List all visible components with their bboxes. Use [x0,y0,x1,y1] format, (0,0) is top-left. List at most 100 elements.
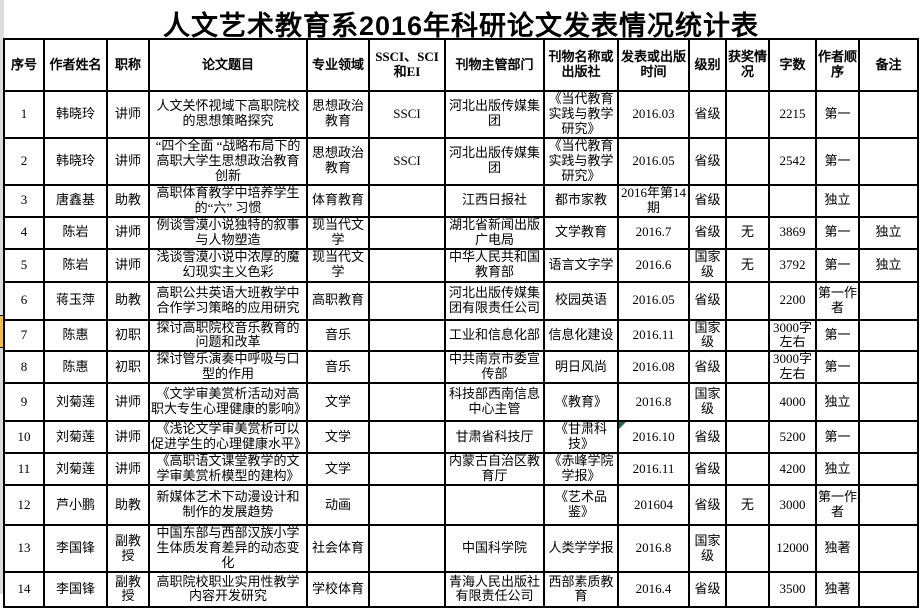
table-cell[interactable]: 高职公共英语大班教学中合作学习策略的应用研究 [148,280,308,321]
table-cell[interactable]: 省级 [688,215,727,250]
table-cell[interactable]: 语言文字学 [543,247,619,283]
table-cell[interactable]: 讲师 [106,247,150,283]
table-cell[interactable] [725,183,770,218]
table-cell[interactable] [858,452,919,487]
table-cell[interactable]: 3000 [768,484,817,527]
column-header[interactable]: 刊物主管部门 [444,38,545,92]
table-cell[interactable]: 第一作者 [815,280,860,321]
table-cell[interactable] [725,136,770,186]
table-cell[interactable]: 2016.08 [617,350,690,385]
table-cell[interactable]: 6 [3,280,45,321]
table-cell[interactable]: 独立 [815,382,860,423]
table-cell[interactable]: 国家级 [688,318,727,353]
table-cell[interactable]: 独立 [815,183,860,218]
table-cell[interactable] [368,382,446,423]
table-cell[interactable]: 中华人民共和国教育部 [444,247,545,283]
table-cell[interactable] [725,382,770,423]
table-cell[interactable] [858,484,919,527]
table-cell[interactable]: 初职 [106,350,150,385]
table-cell[interactable]: 独著 [815,524,860,573]
table-cell[interactable] [725,280,770,321]
table-cell[interactable]: 独立 [815,452,860,487]
table-cell[interactable] [858,524,919,573]
table-cell[interactable]: 第一作者 [815,484,860,527]
table-cell[interactable] [768,183,817,218]
table-cell[interactable] [858,136,919,186]
table-cell[interactable]: 省级 [688,183,727,218]
table-cell[interactable]: 《当代教育实践与教学研究》 [543,90,619,139]
table-cell[interactable]: 3792 [768,247,817,283]
table-cell[interactable]: 音乐 [306,318,370,353]
table-cell[interactable]: 4200 [768,452,817,487]
table-cell[interactable]: 2016年第14期 [617,183,690,218]
table-cell[interactable]: 讲师 [106,215,150,250]
table-cell[interactable]: 国家级 [688,382,727,423]
table-cell[interactable]: 刘菊莲 [43,452,108,487]
table-cell[interactable] [368,215,446,250]
table-cell[interactable]: 2016.4 [617,570,690,608]
table-cell[interactable] [368,318,446,353]
table-cell[interactable]: 2016.7 [617,215,690,250]
table-cell[interactable] [368,484,446,527]
table-cell[interactable]: 2016.03 [617,90,690,139]
table-cell[interactable]: 《浅论文学审美赏析可以促进学生的心理健康水平》 [148,420,308,455]
table-cell[interactable]: SSCI [368,90,446,139]
column-header[interactable]: 作者顺序 [815,38,860,92]
table-cell[interactable]: 思想政治教育 [306,136,370,186]
table-cell[interactable]: 第一 [815,350,860,385]
table-cell[interactable]: 文学教育 [543,215,619,250]
table-cell[interactable]: SSCI [368,136,446,186]
table-cell[interactable]: 韩晓玲 [43,136,108,186]
table-cell[interactable]: 河北出版传媒集团 [444,90,545,139]
table-cell[interactable]: 12 [3,484,45,527]
table-cell[interactable] [725,524,770,573]
table-cell[interactable]: 2215 [768,90,817,139]
table-cell[interactable] [858,570,919,608]
table-cell[interactable]: 2016.8 [617,524,690,573]
column-header[interactable]: 论文题目 [148,38,308,92]
column-header[interactable]: 获奖情况 [725,38,770,92]
table-cell[interactable]: 9 [3,382,45,423]
table-cell[interactable] [858,90,919,139]
table-cell[interactable]: 刘菊莲 [43,382,108,423]
table-cell[interactable]: 都市家教 [543,183,619,218]
table-cell[interactable]: 省级 [688,90,727,139]
table-cell[interactable]: 11 [3,452,45,487]
table-cell[interactable]: 《艺术品鉴》 [543,484,619,527]
table-cell[interactable]: 科技部西南信息中心主管 [444,382,545,423]
table-cell[interactable]: 2016.11 [617,318,690,353]
table-cell[interactable]: 例谈雪漠小说独特的叙事与人物塑造 [148,215,308,250]
table-cell[interactable]: 明日风尚 [543,350,619,385]
table-cell[interactable]: 陈岩 [43,215,108,250]
table-cell[interactable]: 陈惠 [43,350,108,385]
column-header[interactable]: 级别 [688,38,727,92]
table-cell[interactable]: 5 [3,247,45,283]
table-cell[interactable]: “四个全面 “战略布局下的高职大学生思想政治教育创新 [148,136,308,186]
table-cell[interactable]: 高职体育教学中培养学生的“六” 习惯 [148,183,308,218]
table-cell[interactable]: 《教育》 [543,382,619,423]
column-header[interactable]: 序号 [3,38,45,92]
table-cell[interactable]: 李国锋 [43,524,108,573]
table-cell[interactable]: 《高职语文课堂教学的文学审美赏析模型的建构》 [148,452,308,487]
column-header[interactable]: 刊物名称或出版社 [543,38,619,92]
table-cell[interactable]: 3869 [768,215,817,250]
table-cell[interactable]: 无 [725,215,770,250]
table-cell[interactable] [858,382,919,423]
table-cell[interactable]: 副教授 [106,570,150,608]
table-cell[interactable]: 3500 [768,570,817,608]
table-cell[interactable]: 2200 [768,280,817,321]
table-cell[interactable] [725,420,770,455]
table-cell[interactable] [858,280,919,321]
table-cell[interactable]: 3 [3,183,45,218]
table-cell[interactable]: 10 [3,420,45,455]
table-cell[interactable]: 中国东部与西部汉族小学生体质发育差异的动态变化 [148,524,308,573]
table-cell[interactable]: 校园英语 [543,280,619,321]
table-cell[interactable]: 省级 [688,280,727,321]
table-cell[interactable]: 副教授 [106,524,150,573]
table-cell[interactable]: 李国锋 [43,570,108,608]
table-cell[interactable]: 文学 [306,420,370,455]
table-cell[interactable]: 探讨高职院校音乐教育的问题和改革 [148,318,308,353]
table-cell[interactable]: 河北出版传媒集团有限责任公司 [444,280,545,321]
column-header[interactable]: 作者姓名 [43,38,108,92]
table-cell[interactable] [368,280,446,321]
